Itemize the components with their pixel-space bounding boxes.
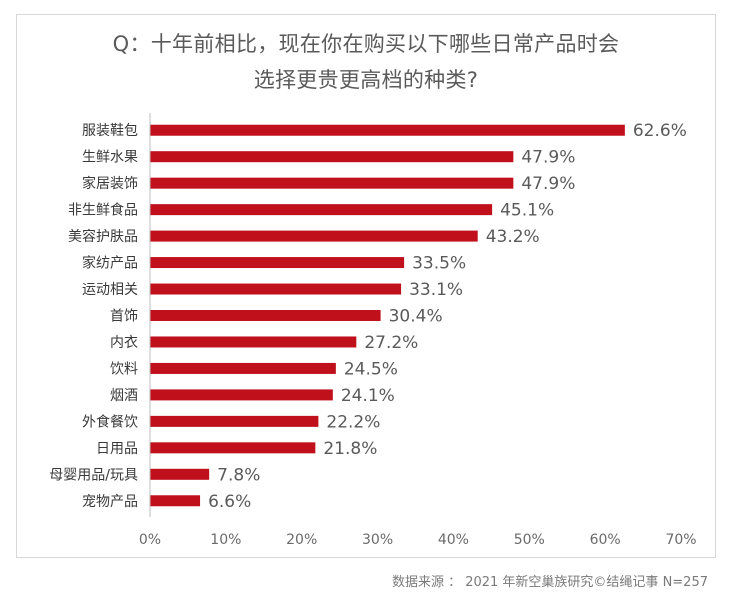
data-label: 24.1% [341,386,395,406]
category-label: 美容护肤品 [68,228,138,245]
bar-7 [150,283,402,295]
x-tick-label: 40% [438,532,469,548]
bar-10 [150,362,336,374]
category-label: 烟酒 [110,388,138,404]
bar-4 [150,204,493,216]
category-label: 母婴用品/玩具 [49,467,138,483]
category-label: 日用品 [96,441,138,457]
x-tick-label: 60% [590,532,621,548]
data-label: 45.1% [500,201,554,221]
bar-9 [150,336,357,348]
data-label: 33.5% [412,254,466,274]
data-label: 30.4% [389,307,443,327]
data-label: 27.2% [364,333,418,353]
bar-15 [150,495,201,507]
category-label: 饮料 [110,361,138,377]
chart-title-line1: Q：十年前相比，现在你在购买以下哪些日常产品时会 [112,32,620,56]
category-label: 非生鲜食品 [68,202,138,219]
data-label: 43.2% [486,227,540,247]
data-label: 47.9% [521,174,575,194]
x-tick-label: 0% [139,532,161,548]
bar-2 [150,151,514,163]
data-label: 33.1% [409,280,463,300]
bar-11 [150,389,333,401]
data-label: 7.8% [217,465,260,485]
data-label: 62.6% [633,121,687,141]
x-tick-label: 20% [286,532,317,548]
x-tick-label: 10% [210,532,241,548]
data-label: 24.5% [344,359,398,379]
category-label: 服装鞋包 [82,123,138,139]
x-tick-label: 50% [514,532,545,548]
source-note: 数据来源 ： 2021 年新空巢族研究©结绳记事 N=257 [391,575,708,590]
x-tick-label: 70% [665,532,696,548]
data-label: 47.9% [521,148,575,168]
bar-1 [150,124,625,136]
category-label: 运动相关 [82,282,138,298]
category-label: 内衣 [110,335,138,351]
category-label: 宠物产品 [82,494,138,510]
chart-title-line2: 选择更贵更高档的种类? [253,68,479,92]
category-label: 家纺产品 [82,255,138,272]
category-label: 生鲜水果 [82,150,138,166]
category-label: 外食餐饮 [82,413,138,430]
bar-3 [150,177,514,189]
bar-5 [150,230,478,242]
bar-13 [150,442,316,454]
data-label: 6.6% [208,492,251,512]
bar-14 [150,468,210,480]
category-label: 首饰 [110,309,138,325]
data-label: 22.2% [326,412,380,432]
data-label: 21.8% [323,439,377,459]
bar-6 [150,257,405,269]
bar-12 [150,415,319,427]
bar-8 [150,310,381,321]
category-label: 家居装饰 [82,175,138,192]
x-tick-label: 30% [362,532,393,548]
